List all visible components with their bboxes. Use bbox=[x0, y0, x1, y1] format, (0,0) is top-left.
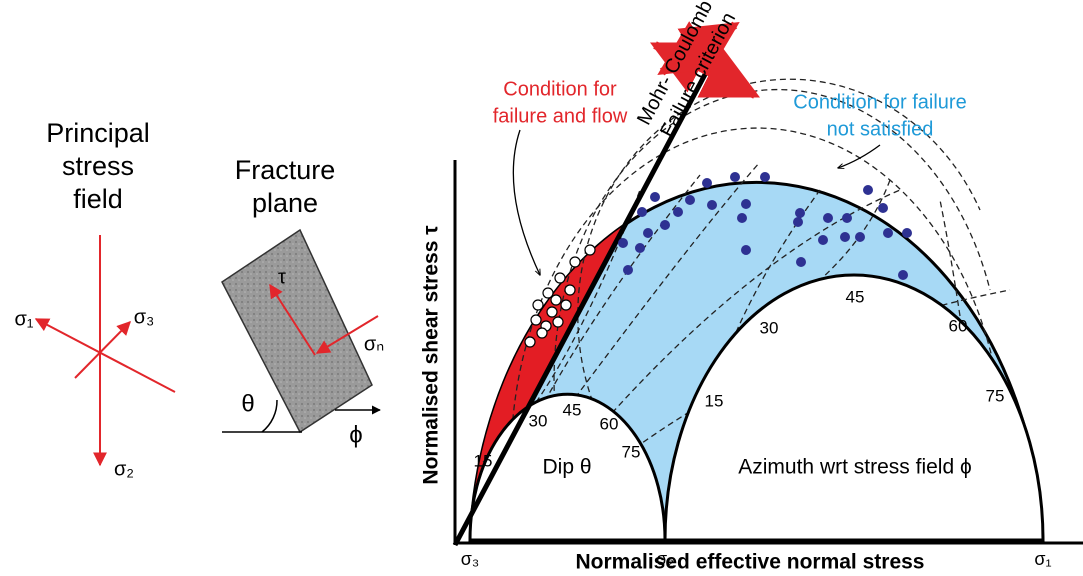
point bbox=[553, 317, 563, 327]
point bbox=[741, 245, 751, 255]
x-tick-label: σ₁ bbox=[1034, 549, 1051, 569]
point bbox=[531, 315, 541, 325]
label-line: Condition for bbox=[503, 78, 617, 100]
sigma1-arrow bbox=[36, 319, 175, 392]
x-tick-label: σ₃ bbox=[461, 549, 479, 569]
point bbox=[537, 328, 547, 338]
point bbox=[618, 238, 628, 248]
dip-label: Dip θ bbox=[542, 456, 591, 479]
label-line: Condition for failure bbox=[793, 91, 966, 113]
title-line: Principal bbox=[46, 118, 150, 148]
sigma-n: σₙ bbox=[364, 333, 384, 355]
point bbox=[741, 199, 751, 209]
fracture-plane: Fracture plane τ σₙ θ ϕ bbox=[222, 155, 384, 448]
principal-stress: Principal stress field σ₁ σ₃ σ₂ bbox=[14, 118, 175, 480]
x-axis-label: Normalised effective normal stress bbox=[576, 551, 925, 574]
azimuth-tick: 30 bbox=[760, 318, 779, 337]
point bbox=[570, 257, 580, 267]
point bbox=[685, 195, 695, 205]
phi: ϕ bbox=[349, 421, 362, 448]
azimuth-tick: 45 bbox=[846, 287, 865, 306]
dip-tick: 15 bbox=[474, 451, 493, 470]
y-axis-label: Normalised shear stress τ bbox=[420, 225, 443, 485]
pointer bbox=[513, 130, 540, 275]
point bbox=[818, 235, 828, 245]
dip-tick: 45 bbox=[563, 400, 582, 419]
point bbox=[637, 207, 647, 217]
point bbox=[555, 273, 565, 283]
point bbox=[585, 245, 595, 255]
dip-tick: 30 bbox=[529, 411, 548, 430]
point bbox=[547, 307, 557, 317]
point bbox=[650, 192, 660, 202]
point bbox=[840, 232, 850, 242]
point bbox=[551, 295, 561, 305]
title-line: field bbox=[73, 184, 123, 214]
point bbox=[823, 213, 833, 223]
azimuth-tick: 60 bbox=[949, 316, 968, 335]
point bbox=[565, 285, 575, 295]
label-line: failure and flow bbox=[493, 105, 628, 127]
theta: θ bbox=[241, 390, 254, 417]
label-line: not satisfied bbox=[827, 118, 934, 140]
point bbox=[623, 265, 633, 275]
theta-arc bbox=[262, 400, 277, 432]
point bbox=[842, 213, 852, 223]
point bbox=[898, 270, 908, 280]
point bbox=[673, 207, 683, 217]
point bbox=[543, 288, 553, 298]
azimuth-tick: 15 bbox=[705, 391, 724, 410]
sigma1: σ₁ bbox=[14, 308, 33, 330]
point bbox=[883, 228, 893, 238]
figure: Principal stress field σ₁ σ₃ σ₂ Fracture… bbox=[0, 0, 1083, 576]
point bbox=[635, 243, 645, 253]
title-line: Fracture bbox=[235, 155, 336, 185]
point bbox=[737, 213, 747, 223]
point bbox=[561, 300, 571, 310]
point bbox=[760, 172, 770, 182]
point bbox=[643, 228, 653, 238]
point bbox=[795, 208, 805, 218]
point bbox=[525, 337, 535, 347]
point bbox=[730, 172, 740, 182]
title-line: plane bbox=[252, 188, 318, 218]
sigma3-arrow bbox=[75, 322, 130, 378]
point bbox=[702, 178, 712, 188]
azimuth-label: Azimuth wrt stress field ϕ bbox=[738, 456, 971, 479]
dip-tick: 75 bbox=[622, 442, 641, 461]
point bbox=[793, 217, 803, 227]
title-line: stress bbox=[62, 151, 134, 181]
pointer bbox=[838, 145, 880, 168]
azimuth-tick: 75 bbox=[986, 386, 1005, 405]
sigma2: σ₂ bbox=[114, 458, 134, 480]
dip-tick: 60 bbox=[600, 414, 619, 433]
mohr-diagram: Condition for failure and flow Condition… bbox=[420, 0, 1083, 574]
point bbox=[660, 220, 670, 230]
point bbox=[855, 232, 865, 242]
point bbox=[533, 300, 543, 310]
tau: τ bbox=[278, 266, 286, 288]
point bbox=[902, 228, 912, 238]
point bbox=[707, 200, 717, 210]
point bbox=[878, 203, 888, 213]
x-tick-label: σ₂ bbox=[656, 549, 674, 569]
point bbox=[796, 257, 806, 267]
sigma3: σ₃ bbox=[134, 306, 155, 328]
point bbox=[863, 185, 873, 195]
